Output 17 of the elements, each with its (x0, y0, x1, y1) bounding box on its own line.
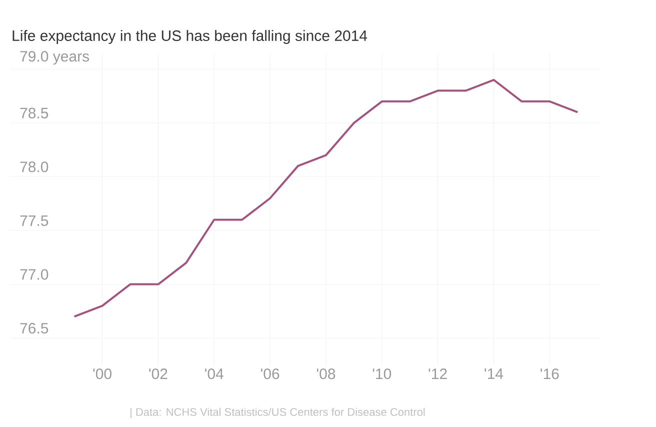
y-tick-label: 78.5 (20, 108, 48, 118)
y-tick-label: 77.5 (20, 216, 48, 226)
x-tick-label: '08 (316, 368, 336, 380)
x-tick-label: '16 (540, 368, 559, 380)
x-tick-label: '14 (484, 368, 504, 379)
y-tick-label: 77.0 (20, 269, 48, 280)
x-tick-label: '00 (93, 368, 112, 380)
text: | Data: NCHS Vital Statistics/US Centers for Disease Control (130, 408, 425, 418)
x-tick-label: '12 (428, 368, 447, 379)
x-tick-label: '06 (261, 368, 280, 380)
x-tick-label: '02 (149, 368, 168, 380)
chart-title: Life expectancy in the US has been falling since 2014 (12, 30, 368, 44)
x-tick-label: '04 (205, 368, 224, 380)
y-tick-label: 79.0 years (20, 51, 90, 65)
y-tick-label: 76.5 (20, 322, 48, 334)
y-tick-label: 78.0 (20, 162, 48, 172)
x-tick-label: '10 (372, 368, 392, 380)
